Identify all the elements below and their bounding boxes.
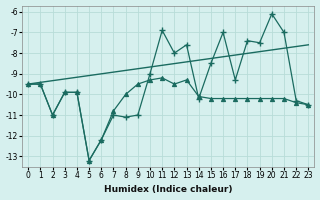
X-axis label: Humidex (Indice chaleur): Humidex (Indice chaleur) bbox=[104, 185, 233, 194]
